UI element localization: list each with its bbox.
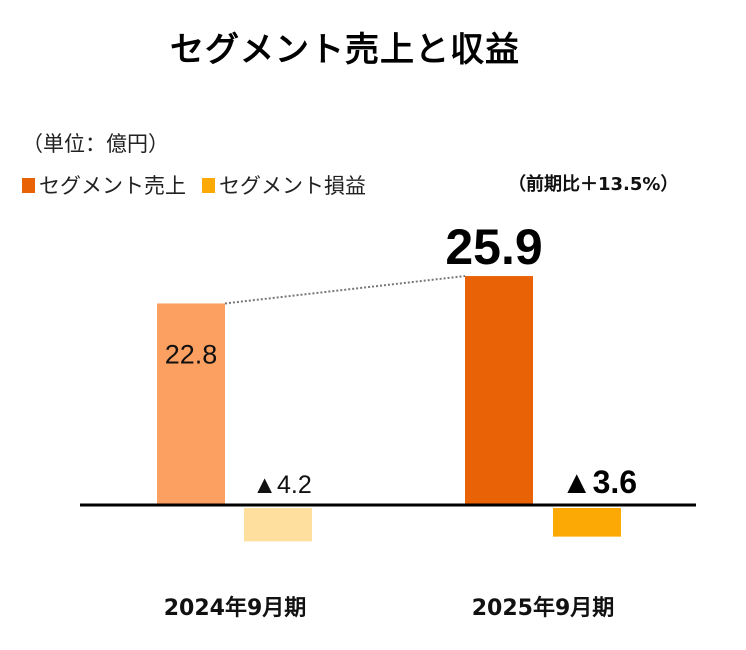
unit-label: （単位：億円） [22,132,169,156]
data-label-sales-0: 22.8 [165,339,218,369]
category-label-0: 2024年9月期 [164,595,307,621]
bar-profit-0 [244,508,312,542]
legend-item-sales: セグメント売上 [22,170,186,200]
chart-title: セグメント売上と収益 [170,30,520,70]
legend-label-sales: セグメント売上 [39,174,186,198]
legend-swatch-sales [22,177,35,193]
data-label-profit-0: ▲4.2 [252,471,312,499]
legend-label-profit: セグメント損益 [219,174,366,198]
legend-item-profit: セグメント損益 [202,170,366,200]
legend: セグメント売上 セグメント損益 [22,170,376,200]
yoy-annotation: （前期比＋13.5%） [508,174,679,195]
legend-swatch-profit [202,177,215,193]
bar-profit-1 [553,508,621,537]
data-label-profit-1: ▲3.6 [561,464,637,500]
bar-sales-0 [157,303,225,505]
bar-sales-1 [465,276,533,505]
data-label-sales-1: 25.9 [445,219,542,275]
category-label-1: 2025年9月期 [472,595,615,621]
trend-line [224,275,466,305]
